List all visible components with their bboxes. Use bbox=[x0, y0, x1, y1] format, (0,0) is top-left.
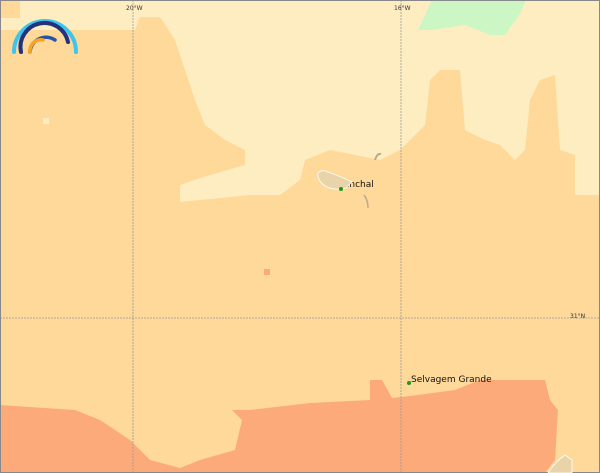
lon-label-20w: 20°W bbox=[126, 5, 143, 12]
light-cell bbox=[43, 118, 49, 124]
rainbow-arcs-logo bbox=[12, 19, 78, 54]
high-cell bbox=[264, 269, 270, 275]
light-zone bbox=[0, 0, 600, 202]
place-label-selvagem-grande[interactable]: Selvagem Grande bbox=[411, 375, 492, 385]
green-zone bbox=[418, 0, 526, 35]
lat-label-31n: 31°N bbox=[570, 313, 586, 320]
place-label-funchal[interactable]: Funchal bbox=[339, 180, 374, 190]
high-zone bbox=[0, 380, 558, 473]
lon-label-16w: 16°W bbox=[394, 5, 411, 12]
